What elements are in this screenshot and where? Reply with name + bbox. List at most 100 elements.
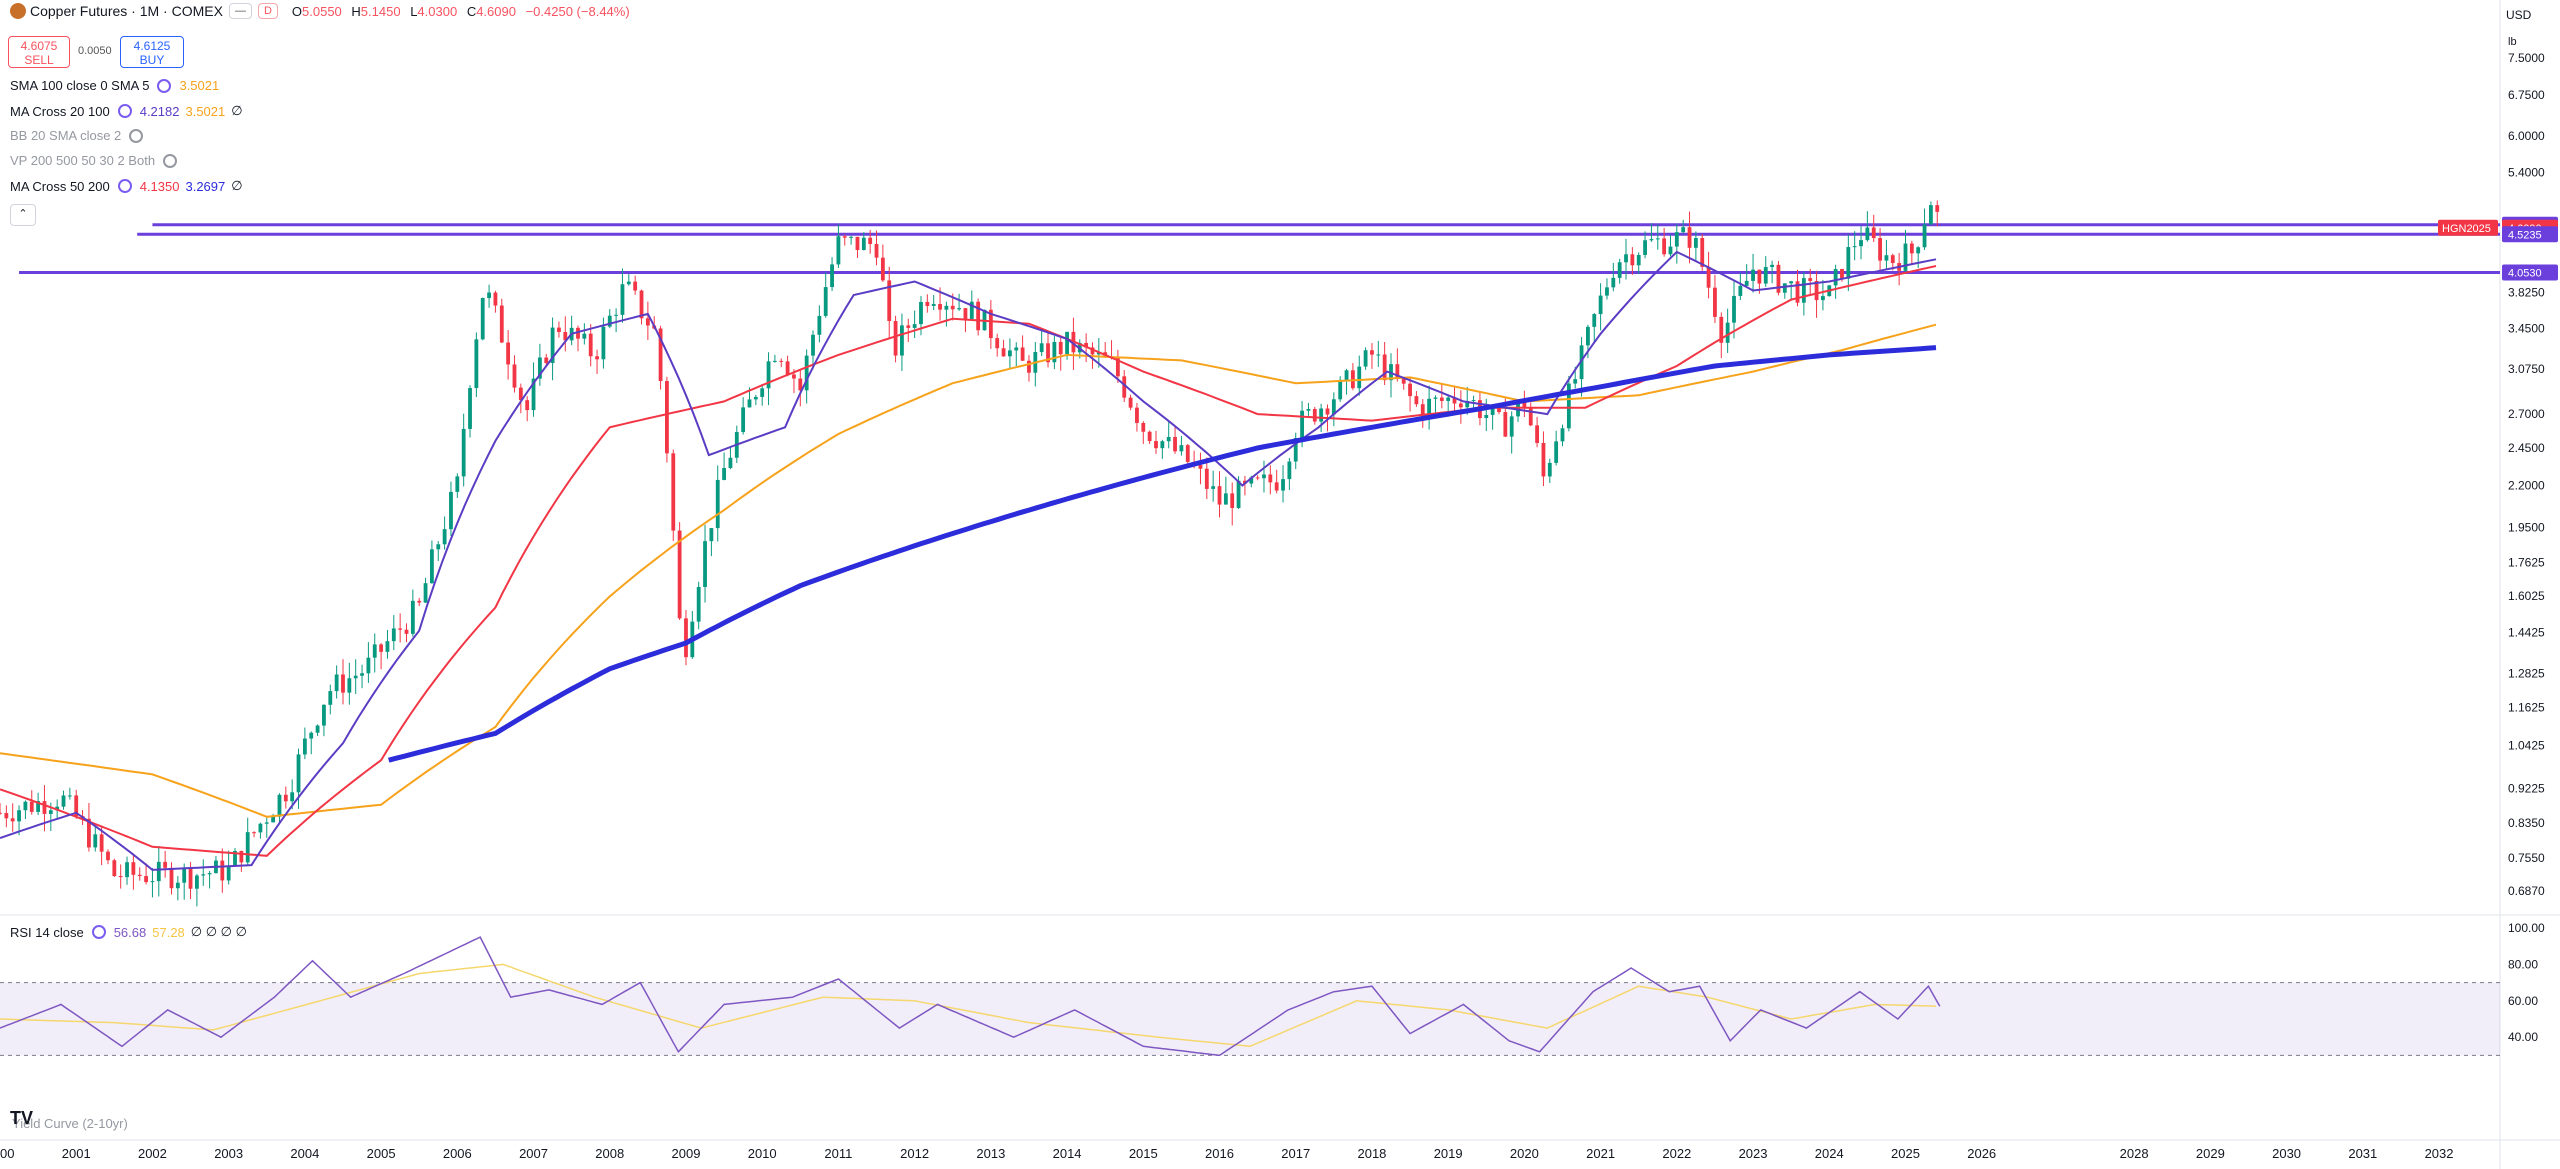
candle (233, 850, 237, 866)
indicator-ma-cross-50-200[interactable]: MA Cross 50 200 4.1350 3.2697 ∅ (10, 178, 243, 194)
price-tick: 1.9500 (2508, 521, 2545, 535)
candle (525, 400, 530, 411)
delayed-chip[interactable]: D (257, 3, 278, 19)
time-tick: 2024 (1815, 1146, 1844, 1161)
candle (988, 309, 993, 339)
candle (518, 387, 523, 401)
candle (302, 738, 307, 755)
time-tick: 2016 (1205, 1146, 1234, 1161)
candle (245, 832, 250, 863)
candle (290, 792, 295, 802)
candle (1065, 331, 1069, 355)
rsi-band (0, 982, 2500, 1056)
candle (1230, 493, 1235, 508)
currency-label[interactable]: USD (2506, 8, 2532, 22)
chart-mode-chip[interactable]: — (228, 3, 252, 19)
indicator-name: VP 200 500 50 30 2 Both (10, 153, 156, 168)
candle (874, 244, 879, 258)
candle (842, 236, 847, 238)
indicator-sma100[interactable]: SMA 100 close 0 SMA 5 3.5021 (10, 78, 225, 93)
indicator-value-2: 3.5021 (185, 103, 226, 119)
rsi-tick: 60.00 (2508, 994, 2538, 1008)
candle (766, 361, 771, 389)
candle (1503, 412, 1508, 437)
buy-button[interactable]: 4.6125 BUY (120, 36, 184, 68)
candle (1757, 269, 1762, 284)
candle (1185, 445, 1190, 462)
time-tick: 2012 (900, 1146, 929, 1161)
candle (1338, 379, 1343, 400)
settings-icon[interactable] (91, 925, 106, 939)
candle (1547, 462, 1552, 477)
time-tick: 2018 (1357, 1146, 1386, 1161)
indicator-value: 3.5021 (179, 78, 220, 93)
candle (474, 339, 479, 389)
yield-curve-label[interactable]: Yield Curve (2-10yr) (12, 1116, 128, 1131)
time-tick: 2014 (1053, 1146, 1082, 1161)
settings-icon[interactable] (117, 179, 132, 193)
candle (1179, 445, 1184, 452)
hidden-eye-icon[interactable] (129, 128, 144, 143)
candle (950, 305, 955, 310)
candle (1135, 407, 1139, 423)
candle (1484, 414, 1489, 419)
rsi-tick: 40.00 (2508, 1030, 2538, 1044)
candle (1916, 247, 1921, 254)
candle (1732, 295, 1736, 323)
symbol-title[interactable]: Copper Futures · 1M · COMEX (30, 3, 223, 19)
candle (1840, 269, 1844, 279)
candle (322, 704, 326, 726)
candle (341, 674, 345, 693)
candle (1821, 296, 1825, 301)
copper-symbol-icon[interactable] (10, 3, 26, 19)
candle (423, 583, 428, 603)
candle (1668, 246, 1673, 255)
candle (728, 457, 733, 469)
candle (347, 678, 352, 693)
candle (537, 357, 542, 379)
candle (1160, 441, 1165, 449)
chevron-up-icon[interactable]: ⌃ (10, 204, 36, 226)
candle (1744, 280, 1749, 286)
candle (499, 305, 504, 343)
settings-icon[interactable] (157, 78, 172, 93)
buy-price: 4.6125 (133, 39, 171, 53)
indicator-vp[interactable]: VP 200 500 50 30 2 Both (10, 153, 185, 168)
candle (1376, 354, 1381, 356)
candle (1814, 280, 1819, 301)
hidden-eye-icon[interactable] (163, 153, 178, 168)
indicator-ma-cross-20-100[interactable]: MA Cross 20 100 4.2182 3.5021 ∅ (10, 103, 243, 119)
candle (1497, 407, 1501, 413)
candle (976, 301, 981, 331)
candle (677, 530, 682, 619)
candle (563, 331, 568, 341)
candle (1871, 227, 1876, 239)
time-tick: 2007 (519, 1146, 548, 1161)
settings-icon[interactable] (117, 104, 132, 118)
indicator-suffix: ∅ (231, 103, 243, 118)
rsi-legend[interactable]: RSI 14 close 56.68 57.28 ∅ ∅ ∅ ∅ (10, 924, 247, 940)
candle (93, 834, 98, 848)
candle (1909, 243, 1914, 254)
candle (1789, 281, 1794, 284)
sell-button[interactable]: 4.6075 SELL (8, 36, 70, 68)
candle (1141, 422, 1146, 432)
candle (1370, 350, 1374, 355)
time-tick: 2004 (290, 1146, 319, 1161)
candle (817, 315, 822, 335)
candle (1903, 243, 1908, 271)
candle (1700, 238, 1705, 267)
candle (182, 868, 187, 883)
price-tick: 6.0000 (2508, 129, 2545, 143)
candle (1763, 267, 1768, 284)
unit-label[interactable]: lb (2508, 36, 2517, 48)
candle (1458, 403, 1463, 408)
time-tick: 2011 (824, 1146, 852, 1161)
candle (372, 644, 377, 658)
indicator-bb[interactable]: BB 20 SMA close 2 (10, 128, 151, 143)
candle (588, 333, 593, 357)
candle (1719, 316, 1724, 343)
candle (1344, 370, 1349, 380)
